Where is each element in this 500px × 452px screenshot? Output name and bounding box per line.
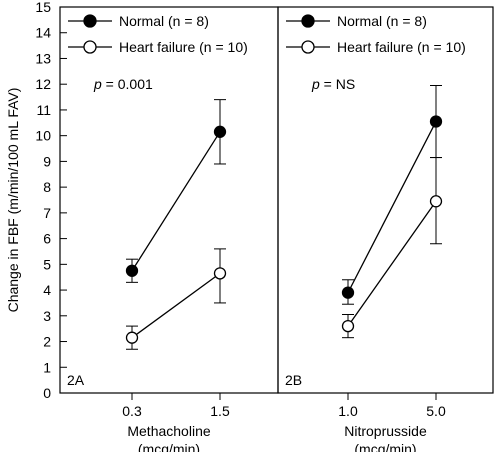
x-tick-label: 0.3 xyxy=(122,403,142,419)
legend-entry: Normal (n = 8) xyxy=(286,13,427,29)
panel-frame xyxy=(59,6,279,394)
data-point xyxy=(429,195,443,208)
p-value-annotation: p = NS xyxy=(311,76,355,92)
panel-frame xyxy=(277,6,494,394)
data-point xyxy=(429,115,443,128)
data-point xyxy=(341,286,355,299)
legend-marker xyxy=(301,40,315,54)
y-tick-label: 1 xyxy=(43,359,51,375)
data-point xyxy=(213,267,227,280)
legend-label: Normal (n = 8) xyxy=(119,13,209,29)
data-point xyxy=(125,331,139,344)
series-normal xyxy=(125,99,227,283)
legend-label: Normal (n = 8) xyxy=(337,13,427,29)
x-axis-title: (mcg/min) xyxy=(354,441,416,452)
series-line xyxy=(347,200,437,327)
legend-marker xyxy=(301,14,315,28)
x-tick-label: 1.5 xyxy=(210,403,230,419)
legend-label: Heart failure (n = 10) xyxy=(119,39,248,55)
y-tick-label: 7 xyxy=(43,205,51,221)
x-axis-title: (mcg/min) xyxy=(138,441,200,452)
y-tick-label: 13 xyxy=(35,50,51,66)
legend-label: Heart failure (n = 10) xyxy=(337,39,466,55)
y-tick-label: 9 xyxy=(43,153,51,169)
y-tick-label: 5 xyxy=(43,256,51,272)
series-heart-failure xyxy=(341,157,443,339)
p-value-annotation: p = 0.001 xyxy=(93,76,153,92)
y-tick-label: 11 xyxy=(36,102,51,118)
y-tick-label: 6 xyxy=(43,231,51,247)
series-line xyxy=(347,121,437,293)
series-normal xyxy=(341,84,443,305)
y-tick-label: 3 xyxy=(43,308,51,324)
data-point xyxy=(125,264,139,277)
y-tick-label: 14 xyxy=(35,25,51,41)
legend-marker xyxy=(83,40,97,54)
legend-entry: Normal (n = 8) xyxy=(68,13,209,29)
panel-label: 2A xyxy=(67,372,85,388)
legend-entry: Heart failure (n = 10) xyxy=(68,39,248,55)
y-tick-label: 10 xyxy=(35,128,51,144)
series-heart-failure xyxy=(125,248,227,350)
series-line xyxy=(131,272,221,339)
data-point xyxy=(213,125,227,138)
y-tick-label: 0 xyxy=(43,385,51,401)
x-axis-title: Nitroprusside xyxy=(344,423,427,439)
x-tick-label: 5.0 xyxy=(426,403,446,419)
x-tick-label: 1.0 xyxy=(338,403,358,419)
y-tick-label: 12 xyxy=(35,76,51,92)
panel-label: 2B xyxy=(285,372,302,388)
y-axis-title: Change in FBF (m/min/100 mL FAV) xyxy=(5,88,21,313)
y-tick-label: 15 xyxy=(35,0,51,15)
y-tick-label: 4 xyxy=(43,282,51,298)
panel-2B: 1.0 5.0 Nitroprusside (mcg/min) 2B Normal (n … xyxy=(277,6,494,452)
data-point xyxy=(341,319,355,333)
y-tick-label: 2 xyxy=(43,334,51,350)
x-axis-title: Methacholine xyxy=(127,423,210,439)
legend-marker xyxy=(83,14,97,28)
y-tick-label: 8 xyxy=(43,179,51,195)
legend-entry: Heart failure (n = 10) xyxy=(286,39,466,55)
series-line xyxy=(131,131,221,272)
